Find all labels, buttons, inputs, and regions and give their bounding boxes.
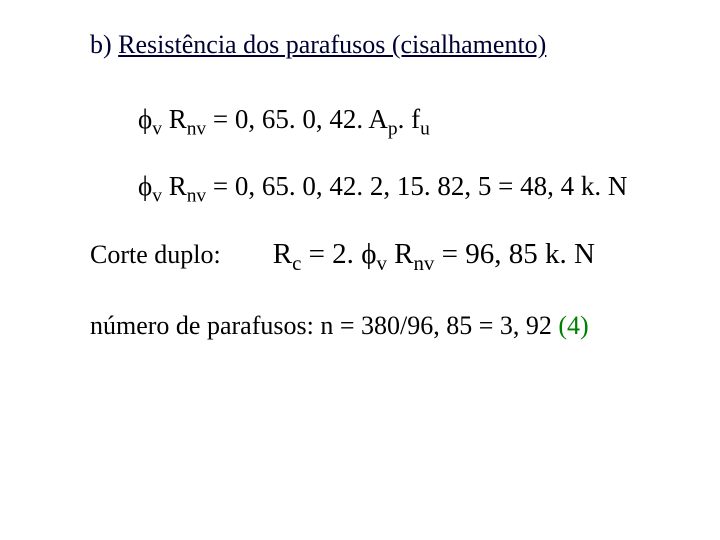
num-parafusos-line: número de parafusos: n = 380/96, 85 = 3,… <box>90 311 680 341</box>
phi-subscript: v <box>152 118 162 139</box>
equation-2: ϕv Rnv = 0, 65. 0, 42. 2, 15. 82, 5 = 48… <box>138 171 680 202</box>
phi-symbol: ϕ <box>361 238 376 270</box>
heading-prefix: b) <box>90 30 118 59</box>
corte-duplo-label: Corte duplo: <box>90 240 221 270</box>
fu-subscript: u <box>420 118 430 139</box>
Rc-subscript: c <box>292 251 301 275</box>
Ap-subscript: p <box>388 118 398 139</box>
eq2-rhs: = 0, 65. 0, 42. 2, 15. 82, 5 = 48, 4 k. … <box>206 171 627 201</box>
section-heading: b) Resistência dos parafusos (cisalhamen… <box>90 30 680 60</box>
rc-mid: = 2. <box>301 238 361 270</box>
rc-equation: Rc = 2. ϕv Rnv = 96, 85 k. N <box>273 238 595 271</box>
R-symbol: R <box>169 104 187 134</box>
equation-1: ϕv Rnv = 0, 65. 0, 42. Ap. fu <box>138 104 680 135</box>
Rc-symbol: R <box>273 238 292 270</box>
R-subscript: nv <box>187 118 206 139</box>
R-symbol: R <box>394 238 413 270</box>
phi-subscript: v <box>152 185 162 206</box>
rc-tail: = 96, 85 k. N <box>434 238 595 270</box>
eq1-rhs-mid: . f <box>398 104 421 134</box>
R-subscript: nv <box>187 185 206 206</box>
phi-symbol: ϕ <box>138 171 152 201</box>
phi-subscript: v <box>376 251 386 275</box>
num-parafusos-result: (4) <box>558 311 588 340</box>
phi-symbol: ϕ <box>138 104 152 134</box>
slide-content: b) Resistência dos parafusos (cisalhamen… <box>0 0 720 540</box>
heading-underlined: Resistência dos parafusos (cisalhamento) <box>118 30 546 59</box>
R-symbol: R <box>169 171 187 201</box>
eq1-rhs-pre: = 0, 65. 0, 42. A <box>206 104 388 134</box>
R-subscript: nv <box>413 251 434 275</box>
corte-duplo-row: Corte duplo: Rc = 2. ϕv Rnv = 96, 85 k. … <box>90 238 680 271</box>
num-parafusos-text: número de parafusos: n = 380/96, 85 = 3,… <box>90 311 558 340</box>
